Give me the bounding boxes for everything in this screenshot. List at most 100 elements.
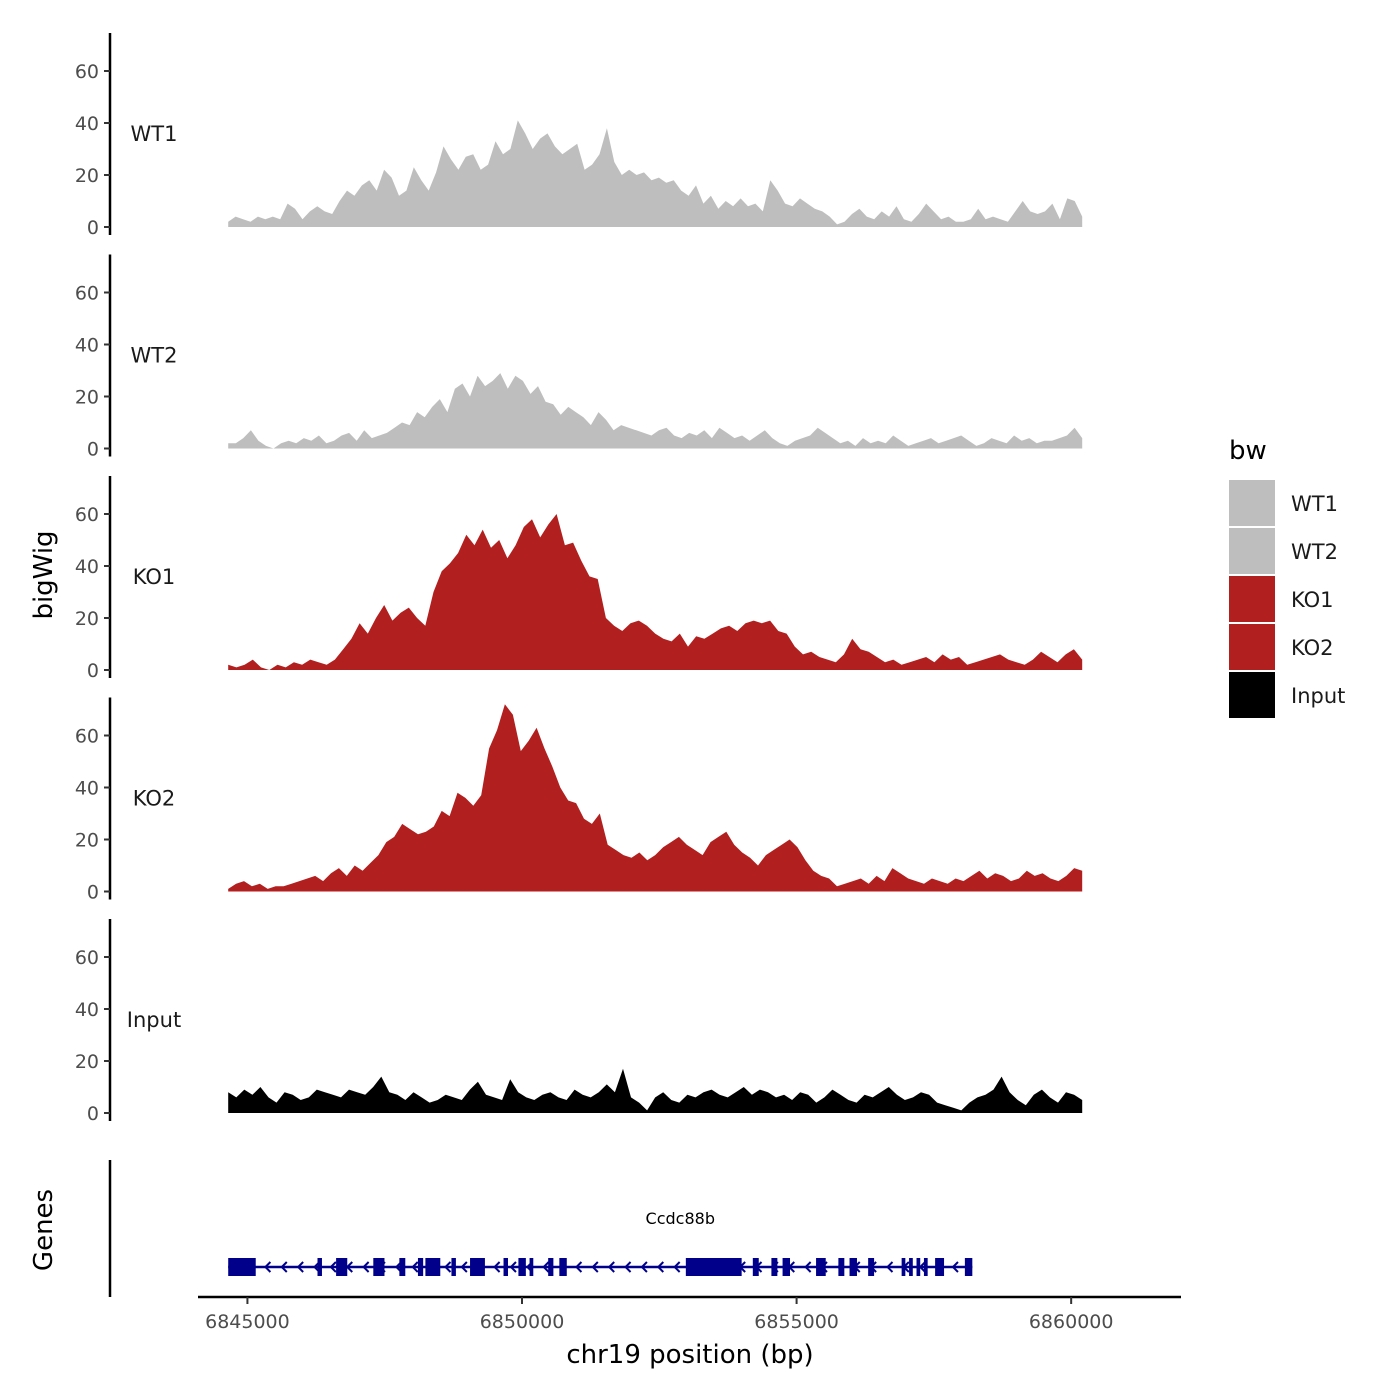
strand-arrow — [394, 1261, 403, 1273]
y-tick-label: 60 — [75, 61, 99, 83]
track-wt2: 0 20 40 60 WT2 — [75, 254, 1083, 461]
gene-exon — [399, 1258, 406, 1276]
gene-exon — [838, 1258, 845, 1276]
strand-arrow — [460, 1261, 468, 1273]
y-tick-label: 60 — [75, 283, 99, 305]
track-ko1: 0 20 40 60 KO1 — [75, 476, 1083, 682]
legend-title: bw — [1229, 436, 1267, 466]
strand-arrow — [509, 1261, 517, 1273]
strand-arrow — [329, 1261, 337, 1273]
gene-exon — [228, 1258, 256, 1276]
y-axis-title: bigWig — [29, 530, 59, 619]
gene-exon — [425, 1258, 441, 1276]
legend-swatch-input — [1229, 672, 1275, 718]
strand-arrow — [558, 1261, 566, 1273]
y-tick-label: 0 — [87, 660, 99, 682]
gene-name-label: Ccdc88b — [646, 1209, 715, 1228]
gene-track: Ccdc88b — [108, 1160, 973, 1297]
track-ko2: 0 20 40 60 KO2 — [75, 697, 1083, 904]
x-axis: 6845000 6850000 6855000 6860000 — [198, 1295, 1181, 1333]
y-tick-label: 40 — [75, 335, 99, 357]
strand-arrow — [689, 1261, 697, 1273]
track-label: WT2 — [131, 344, 178, 368]
strand-arrow — [656, 1261, 665, 1273]
strand-arrow — [493, 1261, 501, 1273]
x-axis-title: chr19 position (bp) — [566, 1340, 813, 1370]
legend-label: KO2 — [1291, 636, 1334, 660]
x-tick-label: 6855000 — [754, 1311, 839, 1333]
strand-arrow — [427, 1261, 435, 1273]
gene-exon — [317, 1258, 322, 1276]
gene-exon — [518, 1258, 526, 1276]
gene-exon — [503, 1258, 508, 1276]
gene-exon — [909, 1258, 913, 1276]
gene-exon — [964, 1258, 973, 1276]
x-tick-label: 6850000 — [480, 1311, 565, 1333]
strand-arrow — [591, 1261, 599, 1273]
strand-arrow — [542, 1261, 550, 1273]
y-tick-label: 20 — [75, 1051, 99, 1073]
strand-arrow — [951, 1261, 959, 1273]
strand-arrow — [820, 1261, 828, 1273]
y-tick-label: 0 — [87, 217, 99, 239]
y-tick-label: 20 — [75, 387, 99, 409]
gene-exon — [336, 1258, 348, 1276]
strand-arrow — [263, 1261, 272, 1273]
tracks-layer: 0 20 40 60 WT1 0 20 40 60 WT2 0 20 40 60 KO1 0 20 40 60 KO2… — [75, 33, 1083, 1125]
track-label: WT1 — [131, 122, 178, 146]
strand-arrow — [411, 1261, 419, 1273]
y-tick-label: 0 — [87, 1103, 99, 1125]
strand-arrow — [902, 1261, 910, 1273]
legend-swatch-ko1 — [1229, 576, 1275, 622]
strand-arrow — [345, 1261, 353, 1273]
y-tick-label: 40 — [75, 999, 99, 1021]
gene-exon — [685, 1258, 742, 1276]
strand-arrow — [771, 1261, 779, 1273]
legend-swatch-ko2 — [1229, 624, 1275, 670]
strand-arrow — [918, 1261, 926, 1273]
legend: bw WT1 WT2 KO1 KO2 Input — [1229, 436, 1345, 718]
genes-axis-title: Genes — [29, 1189, 59, 1271]
track-label: KO2 — [133, 787, 176, 811]
strand-arrow — [804, 1261, 812, 1273]
strand-arrow — [853, 1261, 861, 1273]
gene-exon — [771, 1258, 778, 1276]
strand-arrow — [362, 1261, 370, 1273]
gene-exon — [849, 1258, 857, 1276]
gene-exon — [559, 1258, 567, 1276]
strand-arrow — [607, 1261, 615, 1273]
legend-swatch-wt2 — [1229, 528, 1275, 574]
signal-area-ko1 — [228, 514, 1083, 670]
y-tick-label: 60 — [75, 947, 99, 969]
strand-arrow — [640, 1261, 648, 1273]
y-tick-label: 20 — [75, 165, 99, 187]
strand-arrow — [476, 1261, 484, 1273]
x-tick-label: 6845000 — [205, 1311, 290, 1333]
strand-arrow — [722, 1261, 730, 1273]
strand-arrow — [378, 1261, 386, 1273]
legend-swatch-wt1 — [1229, 480, 1275, 526]
track-input: 0 20 40 60 Input — [75, 919, 1083, 1125]
y-tick-label: 60 — [75, 504, 99, 526]
gene-exon — [529, 1258, 534, 1276]
strand-arrow — [444, 1261, 452, 1273]
signal-area-ko2 — [228, 704, 1083, 892]
strand-arrow — [886, 1261, 894, 1273]
signal-area-wt1 — [228, 120, 1083, 227]
strand-arrow — [755, 1261, 763, 1273]
y-tick-label: 0 — [87, 882, 99, 904]
legend-label: KO1 — [1291, 588, 1334, 612]
legend-label: WT1 — [1291, 492, 1338, 516]
strand-arrow — [787, 1261, 795, 1273]
strand-arrow — [738, 1261, 746, 1273]
signal-area-input — [228, 1068, 1083, 1113]
gene-exon — [923, 1258, 928, 1276]
strand-arrow — [836, 1261, 845, 1273]
y-tick-label: 40 — [75, 778, 99, 800]
gene-exon — [935, 1258, 945, 1276]
gene-exon — [548, 1258, 554, 1276]
strand-arrow — [705, 1261, 714, 1273]
gene-exon — [782, 1258, 791, 1276]
y-tick-label: 20 — [75, 830, 99, 852]
